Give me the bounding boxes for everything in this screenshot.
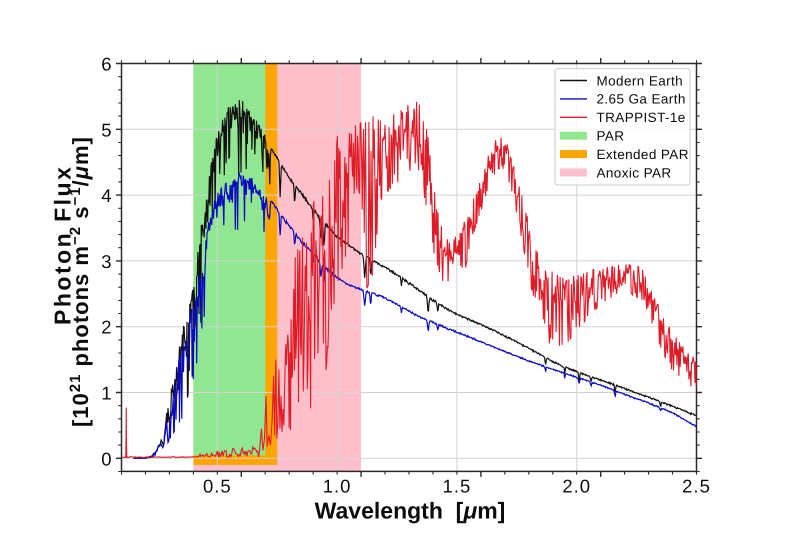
- svg-text:0: 0: [101, 448, 112, 469]
- svg-text:Wavelength [μm]: Wavelength [μm]: [315, 498, 506, 524]
- svg-text:2.5: 2.5: [682, 476, 711, 497]
- svg-text:Modern Earth: Modern Earth: [597, 73, 684, 88]
- svg-text:Photon Flux: Photon Flux: [50, 165, 76, 325]
- svg-text:2: 2: [101, 317, 112, 338]
- svg-text:1.5: 1.5: [443, 476, 472, 497]
- svg-text:2.65 Ga Earth: 2.65 Ga Earth: [597, 92, 686, 107]
- svg-text:6: 6: [101, 54, 112, 75]
- svg-text:[1021 photons m−2 s−1/μm]: [1021 photons m−2 s−1/μm]: [67, 136, 93, 427]
- svg-text:4: 4: [101, 185, 112, 206]
- svg-text:Anoxic PAR: Anoxic PAR: [597, 165, 672, 180]
- svg-text:PAR: PAR: [597, 129, 625, 144]
- svg-text:Extended PAR: Extended PAR: [597, 147, 689, 162]
- svg-text:0.5: 0.5: [203, 476, 232, 497]
- svg-text:5: 5: [101, 119, 112, 140]
- svg-text:1.0: 1.0: [323, 476, 352, 497]
- svg-text:3: 3: [101, 251, 112, 272]
- svg-text:TRAPPIST-1e: TRAPPIST-1e: [597, 110, 686, 125]
- svg-text:1: 1: [101, 383, 112, 404]
- svg-text:2.0: 2.0: [562, 476, 591, 497]
